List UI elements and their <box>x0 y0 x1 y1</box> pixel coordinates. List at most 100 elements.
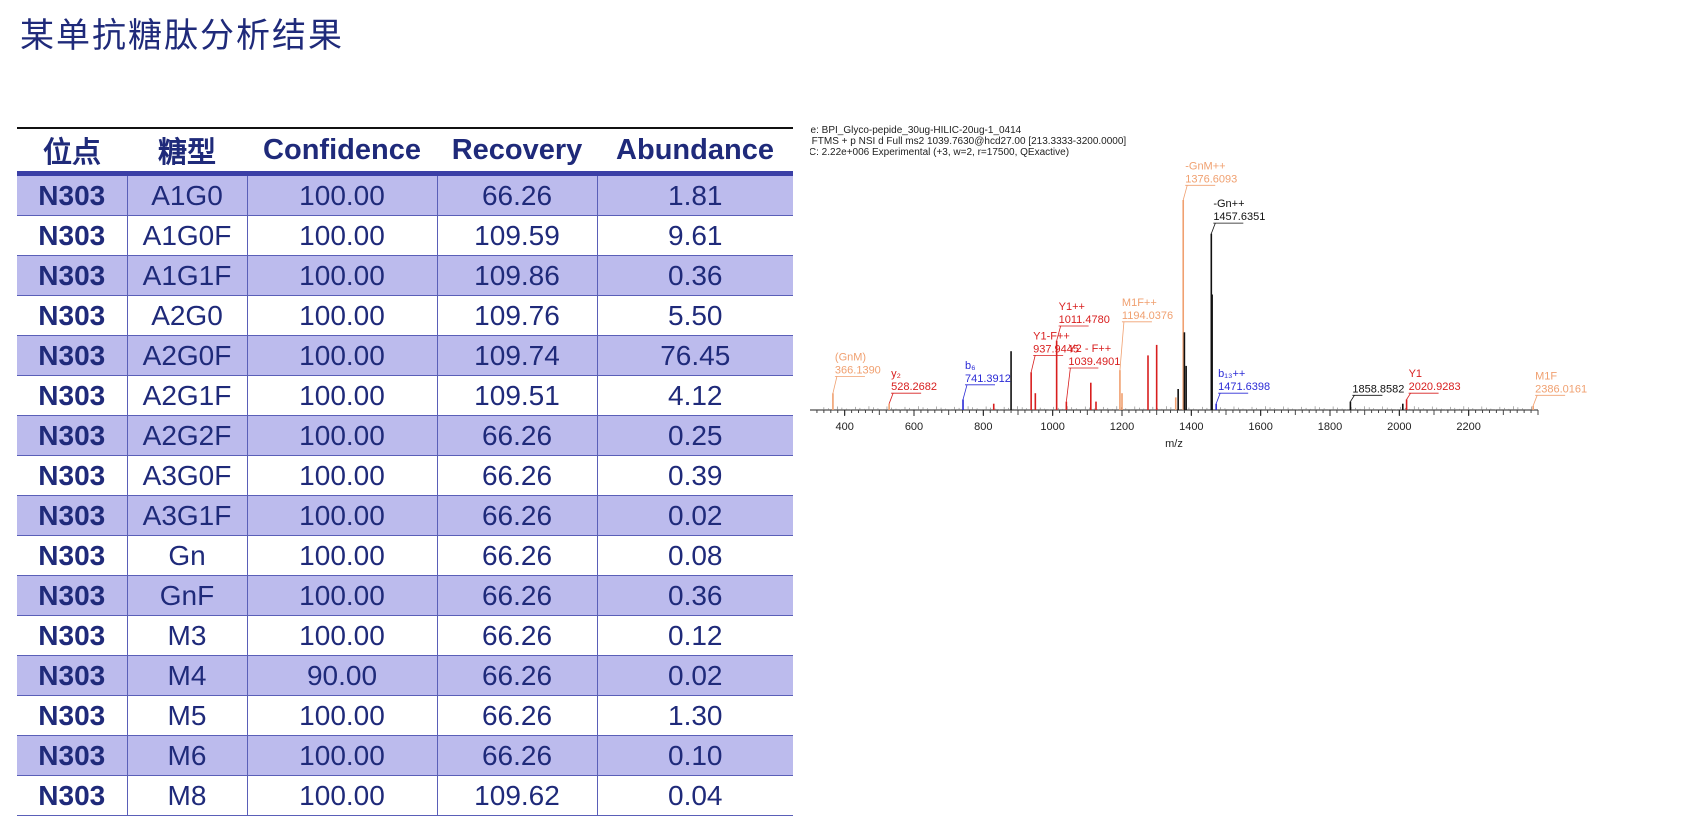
abundance-cell: 4.12 <box>596 375 793 416</box>
table-row: N303 M4 90.00 66.26 0.02 <box>17 655 793 696</box>
recovery-cell: 109.51 <box>436 375 597 416</box>
abundance-cell: 0.39 <box>596 455 793 496</box>
peak-ion-label: -Gn++ <box>1213 198 1244 210</box>
abundance-cell: 0.08 <box>596 535 793 576</box>
abundance-cell: 0.36 <box>596 255 793 296</box>
recovery-cell: 66.26 <box>436 495 597 536</box>
abundance-cell: 0.02 <box>596 655 793 696</box>
table-row: N303 A2G0 100.00 109.76 5.50 <box>17 295 793 336</box>
confidence-cell: 100.00 <box>246 735 437 776</box>
peak-mz-label: 1858.8582 <box>1352 383 1404 395</box>
peak-mz-label: 937.9445 <box>1033 343 1079 355</box>
peak-ion-label: M1F <box>1535 370 1557 382</box>
peak-ion-label: b₆ <box>965 360 976 372</box>
peak-ion-label: Y1-F++ <box>1033 330 1070 342</box>
peak-ion-label: Y2 - F++ <box>1068 343 1111 355</box>
site-cell: N303 <box>17 695 127 736</box>
recovery-cell: 66.26 <box>436 415 597 456</box>
peak-ion-label: M1F++ <box>1122 297 1157 309</box>
site-cell: N303 <box>17 655 127 696</box>
peak-mz-label: 1471.6398 <box>1218 381 1270 393</box>
glycoform-cell: M8 <box>126 775 247 816</box>
abundance-cell: 0.02 <box>596 495 793 536</box>
header-glycoform: 糖型 <box>127 128 247 176</box>
peak-ion-label: y₂ <box>891 368 901 380</box>
confidence-cell: 100.00 <box>246 255 437 296</box>
x-tick-label: 1000 <box>1040 421 1064 433</box>
recovery-cell: 66.26 <box>436 535 597 576</box>
abundance-cell: 5.50 <box>596 295 793 336</box>
x-tick-label: 1400 <box>1179 421 1203 433</box>
recovery-cell: 66.26 <box>436 655 597 696</box>
peak-ion-label: Y1 <box>1409 368 1422 380</box>
peak-mz-label: 528.2682 <box>891 381 937 393</box>
recovery-cell: 109.76 <box>436 295 597 336</box>
peak-ion-label: b₁₃++ <box>1218 368 1245 380</box>
annotation-leader <box>832 376 838 394</box>
abundance-cell: 76.45 <box>596 335 793 376</box>
spectrum-header-line: F: FTMS + p NSI d Full ms2 1039.7630@hcd… <box>810 136 1126 147</box>
x-tick-label: 2200 <box>1456 421 1480 433</box>
site-cell: N303 <box>17 535 127 576</box>
table-row: N303 A2G1F 100.00 109.51 4.12 <box>17 375 793 416</box>
table-header-row: 位点 糖型 Confidence Recovery Abundance <box>17 128 793 176</box>
header-abundance: Abundance <box>597 128 793 176</box>
annotation-leader <box>1532 395 1538 406</box>
site-cell: N303 <box>17 375 127 416</box>
peak-mz-label: 2386.0161 <box>1535 383 1587 395</box>
peak-ion-label: (GnM) <box>835 351 866 363</box>
recovery-cell: 109.59 <box>436 215 597 256</box>
glycoform-cell: A2G2F <box>126 415 247 456</box>
annotation-leader <box>1182 185 1188 201</box>
glycoform-cell: GnF <box>126 575 247 616</box>
table-row: N303 Gn 100.00 66.26 0.08 <box>17 535 793 576</box>
header-site: 位点 <box>17 128 127 176</box>
x-tick-label: 800 <box>974 421 992 433</box>
header-recovery: Recovery <box>437 128 597 176</box>
confidence-cell: 100.00 <box>246 295 437 336</box>
site-cell: N303 <box>17 295 127 336</box>
glycoform-cell: A1G0 <box>126 173 247 216</box>
table-row: N303 A1G0F 100.00 109.59 9.61 <box>17 215 793 256</box>
annotation-leader <box>1350 395 1355 402</box>
table-row: N303 M3 100.00 66.26 0.12 <box>17 615 793 656</box>
confidence-cell: 100.00 <box>246 335 437 376</box>
site-cell: N303 <box>17 215 127 256</box>
peak-ion-label: -GnM++ <box>1185 160 1225 172</box>
annotation-leader <box>1119 321 1125 371</box>
recovery-cell: 109.86 <box>436 255 597 296</box>
table-row: N303 A3G0F 100.00 66.26 0.39 <box>17 455 793 496</box>
glycoform-cell: M6 <box>126 735 247 776</box>
confidence-cell: 100.00 <box>246 375 437 416</box>
confidence-cell: 100.00 <box>246 215 437 256</box>
peak-mz-label: 2020.9283 <box>1409 381 1461 393</box>
abundance-cell: 0.04 <box>596 775 793 816</box>
confidence-cell: 100.00 <box>246 575 437 616</box>
glycoform-cell: A2G0F <box>126 335 247 376</box>
abundance-cell: 0.10 <box>596 735 793 776</box>
site-cell: N303 <box>17 455 127 496</box>
site-cell: N303 <box>17 575 127 616</box>
x-tick-label: 1200 <box>1110 421 1134 433</box>
table-row: N303 A2G2F 100.00 66.26 0.25 <box>17 415 793 456</box>
recovery-cell: 109.74 <box>436 335 597 376</box>
recovery-cell: 66.26 <box>436 173 597 216</box>
glycoform-cell: A3G0F <box>126 455 247 496</box>
peak-ion-label: Y1++ <box>1059 301 1085 313</box>
abundance-cell: 1.81 <box>596 173 793 216</box>
recovery-cell: 66.26 <box>436 455 597 496</box>
confidence-cell: 100.00 <box>246 695 437 736</box>
page-title: 某单抗糖肽分析结果 <box>20 16 344 56</box>
site-cell: N303 <box>17 495 127 536</box>
table-row: N303 A2G0F 100.00 109.74 76.45 <box>17 335 793 376</box>
x-tick-label: 2000 <box>1387 421 1411 433</box>
x-tick-label: 400 <box>835 421 853 433</box>
glycoform-cell: M5 <box>126 695 247 736</box>
site-cell: N303 <box>17 735 127 776</box>
spectrum-header-line: File: BPI_Glyco-pepide_30ug-HILIC-20ug-1… <box>810 125 1022 136</box>
recovery-cell: 66.26 <box>436 575 597 616</box>
glycoform-cell: A2G0 <box>126 295 247 336</box>
peak-mz-label: 1194.0376 <box>1122 310 1173 322</box>
annotation-leader <box>962 384 968 400</box>
recovery-cell: 66.26 <box>436 615 597 656</box>
